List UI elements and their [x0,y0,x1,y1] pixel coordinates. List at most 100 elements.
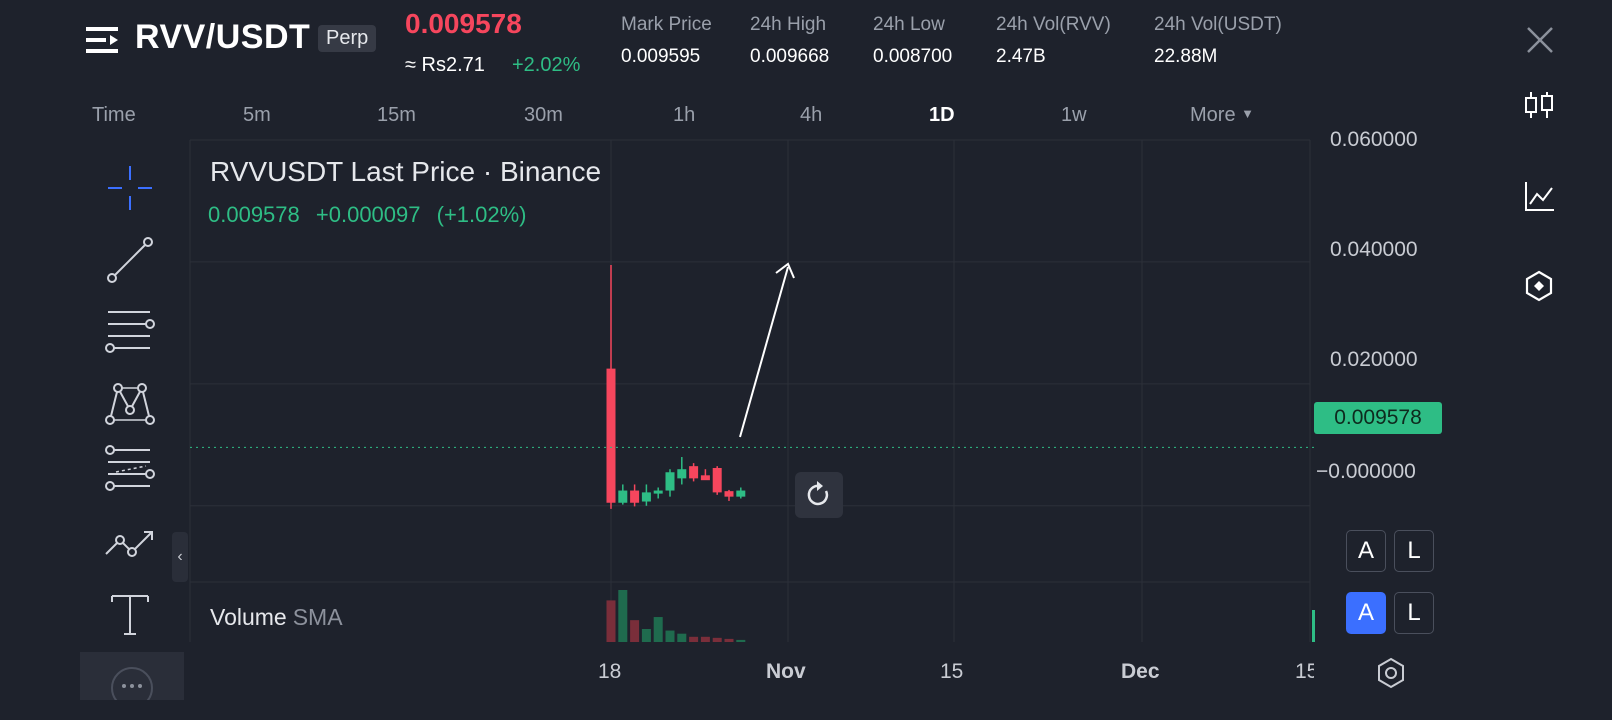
approx-local-price: ≈ Rs2.71 [405,54,485,76]
volume-bar [630,620,640,642]
stat-label: Mark Price [621,14,712,35]
legend-change-abs: +0.000097 [315,202,421,227]
reset-icon [807,481,829,506]
tab-1w[interactable]: 1w [1061,104,1087,126]
tab-15m[interactable]: 15m [377,104,416,126]
auto-scale-button-price[interactable]: A [1346,530,1386,572]
stat-24h-vol-base: 24h Vol(RVV) 2.47B [996,14,1111,68]
stat-24h-high: 24h High 0.009668 [750,14,829,68]
volume-bar [700,636,710,642]
time-axis-label: 15 [940,660,964,683]
volume-bar [618,590,628,642]
reset-chart-button[interactable] [795,472,843,518]
pair-title[interactable]: RVV/USDT [135,18,311,56]
log-scale-button-volume[interactable]: L [1394,592,1434,634]
settings-hexagon-icon[interactable] [1374,656,1408,690]
time-axis-label: 18 [598,660,622,683]
path-icon[interactable] [102,514,158,570]
stat-value: 0.009668 [750,46,830,67]
time-axis-label: Nov [766,660,806,683]
volume-bar [689,636,699,642]
stat-24h-vol-quote: 24h Vol(USDT) 22.88M [1154,14,1282,68]
log-scale-button-price[interactable]: L [1394,530,1434,572]
candle-body [665,472,675,491]
stat-value: 0.009595 [621,46,701,67]
more-label: More [1190,104,1236,126]
chart-legend-title: RVVUSDT Last Price · Binance [210,156,602,187]
time-label: Time [92,104,136,126]
volume-bars [606,590,1315,642]
volume-bar [1312,610,1315,642]
candle-body [712,467,722,493]
candle-body [689,466,699,479]
volume-bar [712,637,722,642]
trend-line-icon[interactable] [102,232,158,288]
horizontal-lines-icon[interactable] [102,304,158,360]
candle-body [677,469,687,479]
legend-change-pct: (+1.02%) [436,202,527,227]
drawing-toolbar [80,140,184,709]
volume-bar [606,600,616,642]
volume-bar [724,638,734,642]
volume-bar [736,639,746,642]
caret-down-icon: ▼ [1241,106,1255,121]
stat-mark-price: Mark Price 0.009595 [621,14,712,68]
volume-bar [641,629,651,642]
line-chart-icon[interactable] [1520,178,1558,216]
price-axis-label: 0.060000 [1330,128,1418,151]
tab-30m[interactable]: 30m [524,104,563,126]
price-axis-label: 0.020000 [1330,348,1418,371]
candle-body [641,492,651,502]
candle-body [630,490,640,503]
stat-value: 22.88M [1154,46,1218,67]
hexagon-icon[interactable] [1520,268,1558,306]
last-price: 0.009578 [405,8,522,39]
volume-label: Volume [210,604,287,630]
crosshair-icon[interactable] [102,160,158,216]
volume-bar [677,633,687,642]
contract-badge: Perp [318,25,377,52]
user-drawing [739,262,795,438]
grid [189,139,1311,642]
stat-label: 24h Vol(USDT) [1154,14,1282,35]
auto-scale-button-volume[interactable]: A [1346,592,1386,634]
timeframe-bar: Time 5m 15m 30m 1h 4h 1D 1w More ▼ [80,96,1466,140]
candlestick-icon[interactable] [1520,86,1558,124]
time-axis-label: 15 [1295,660,1314,683]
stat-label: 24h Low [873,14,945,35]
volume-bar [665,630,675,642]
stat-24h-low: 24h Low 0.008700 [873,14,952,68]
volume-bar [653,617,663,642]
fib-levels-icon[interactable] [102,442,158,498]
tab-1h[interactable]: 1h [673,104,696,126]
legend-price: 0.009578 [208,202,300,227]
tab-4h[interactable]: 4h [800,104,823,126]
candles [190,264,1314,509]
time-axis-label: Dec [1121,660,1160,683]
stat-value: 0.008700 [873,46,953,67]
pattern-icon[interactable] [102,376,158,432]
collapse-toolbar-button[interactable]: ‹ [172,532,188,582]
stat-label: 24h High [750,14,827,35]
arrow-drawing-line [739,266,789,438]
candle-body [606,368,616,503]
tab-1d[interactable]: 1D [929,104,955,126]
candle-body [736,490,746,497]
candle-body [653,490,663,494]
candle-body [700,475,710,481]
tab-more[interactable]: More ▼ [1190,104,1254,127]
text-tool-icon[interactable] [102,586,158,642]
arrow-drawing-head [775,262,795,279]
volume-legend: Volume SMA [210,604,343,631]
stat-value: 2.47B [996,46,1046,67]
candle-body [724,491,734,497]
close-icon[interactable] [1524,24,1556,56]
stat-label: 24h Vol(RVV) [996,14,1111,35]
more-tools-icon[interactable] [80,652,184,709]
chart-legend-values: 0.009578 +0.000097 (+1.02%) [208,202,537,228]
tab-5m[interactable]: 5m [243,104,271,126]
sma-label: SMA [292,604,343,630]
menu-lines-icon[interactable] [86,22,122,58]
